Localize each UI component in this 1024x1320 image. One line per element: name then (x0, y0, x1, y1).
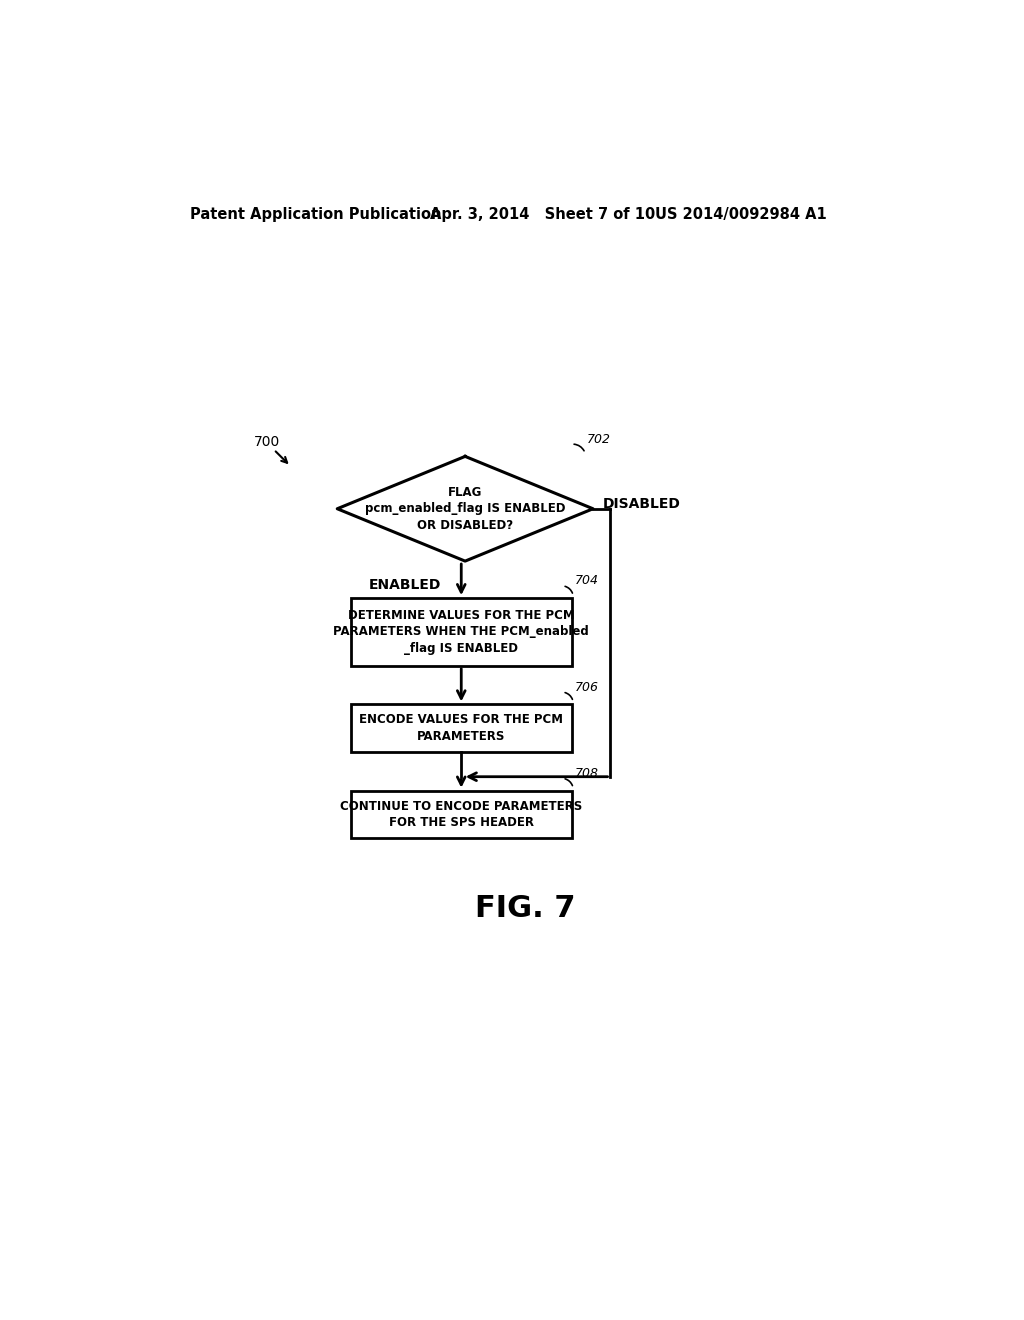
Text: ENABLED: ENABLED (369, 578, 440, 593)
Text: DETERMINE VALUES FOR THE PCM
PARAMETERS WHEN THE PCM_enabled
_flag IS ENABLED: DETERMINE VALUES FOR THE PCM PARAMETERS … (334, 609, 589, 655)
Text: DISABLED: DISABLED (602, 498, 680, 511)
Bar (351, 598, 571, 665)
Text: 702: 702 (587, 433, 610, 446)
Text: US 2014/0092984 A1: US 2014/0092984 A1 (655, 207, 826, 222)
Text: CONTINUE TO ENCODE PARAMETERS
FOR THE SPS HEADER: CONTINUE TO ENCODE PARAMETERS FOR THE SP… (340, 800, 583, 829)
Text: FIG. 7: FIG. 7 (474, 894, 575, 923)
Text: 700: 700 (254, 434, 281, 449)
Text: 704: 704 (574, 574, 599, 587)
Text: 708: 708 (574, 767, 599, 780)
Text: 706: 706 (574, 681, 599, 693)
Text: ENCODE VALUES FOR THE PCM
PARAMETERS: ENCODE VALUES FOR THE PCM PARAMETERS (359, 713, 563, 743)
Text: FLAG
pcm_enabled_flag IS ENABLED
OR DISABLED?: FLAG pcm_enabled_flag IS ENABLED OR DISA… (365, 486, 565, 532)
Bar (351, 705, 571, 752)
Bar (351, 791, 571, 838)
Text: Patent Application Publication: Patent Application Publication (190, 207, 441, 222)
Text: Apr. 3, 2014   Sheet 7 of 10: Apr. 3, 2014 Sheet 7 of 10 (430, 207, 655, 222)
